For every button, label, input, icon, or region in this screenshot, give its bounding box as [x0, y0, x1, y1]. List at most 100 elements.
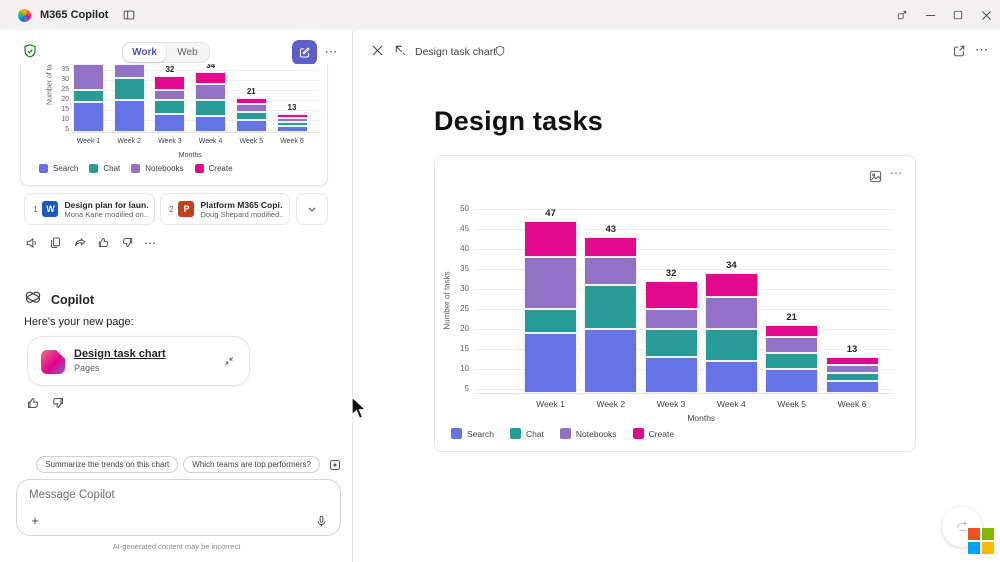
bar-segment — [73, 64, 104, 90]
reference-card-2[interactable]: 2 P Platform M365 Copi… Doug Shepard mod… — [160, 193, 290, 225]
tab-work[interactable]: Work — [123, 43, 166, 62]
prompt-guide-icon[interactable] — [328, 458, 342, 472]
ms-logo-square-yellow — [982, 542, 994, 554]
copy-icon[interactable] — [48, 235, 63, 250]
page-link[interactable]: Design task chart — [74, 348, 166, 360]
bar-segment — [584, 285, 638, 329]
legend-label: Notebooks — [145, 164, 184, 173]
bar-total-label: 34 — [206, 64, 216, 70]
grid-line — [475, 229, 893, 230]
bar-segment — [113, 64, 145, 78]
reference-number: 2 — [169, 204, 174, 214]
page-more-icon[interactable]: ⋯ — [975, 42, 988, 57]
bar-segment — [765, 325, 819, 337]
y-tick-label: 40 — [460, 244, 469, 253]
collapse-icon[interactable] — [223, 354, 235, 372]
bar-segment — [584, 257, 638, 285]
bar-segment — [154, 76, 186, 90]
thumbs-up-icon[interactable] — [96, 235, 111, 250]
bar-segment — [195, 84, 227, 100]
bar-segment — [825, 357, 879, 365]
thumbs-down-icon[interactable] — [51, 396, 65, 415]
read-aloud-icon[interactable] — [24, 235, 39, 250]
ai-disclaimer: AI-generated content may be incorrect — [112, 542, 241, 551]
bar-segment — [765, 369, 819, 393]
response-more-icon[interactable]: ⋯ — [144, 235, 156, 250]
main-chart: 5 10 15 20 25 30 35 40 45 50 47 Week 1 43 Week 2 32 Wee… — [435, 156, 917, 453]
image-icon[interactable] — [868, 169, 883, 184]
y-axis-title: Number of tasks — [46, 64, 54, 105]
bar-segment — [276, 126, 308, 132]
minimize-button[interactable] — [916, 0, 944, 30]
references-expand-button[interactable] — [296, 193, 328, 225]
share-page-icon[interactable] — [952, 44, 966, 58]
bar-segment — [154, 90, 186, 100]
legend-swatch-icon — [559, 428, 571, 439]
word-file-icon: W — [42, 201, 59, 217]
tab-web[interactable]: Web — [177, 47, 198, 58]
legend-swatch-icon — [39, 164, 48, 173]
bar-total-label: 13 — [846, 344, 858, 355]
pages-icon — [41, 350, 65, 374]
close-page-icon[interactable] — [371, 44, 384, 57]
app-title: M365 Copilot — [40, 9, 109, 21]
grid-line — [73, 70, 319, 71]
microphone-icon[interactable] — [315, 515, 328, 528]
window-titlebar: M365 Copilot — [0, 0, 1000, 30]
reference-card-1[interactable]: 1 W Design plan for laun… Mona Kane modi… — [24, 193, 155, 225]
bar-segment — [644, 281, 698, 309]
legend-label: Search — [53, 164, 79, 173]
bar-segment — [73, 90, 104, 102]
x-axis-line — [73, 132, 319, 133]
expand-page-icon[interactable] — [394, 44, 407, 57]
bar-segment — [235, 120, 267, 132]
ms-logo-square-red — [968, 528, 980, 540]
bar-segment — [765, 353, 819, 369]
suggestion-chips: Summarize the trends on this chart Which… — [16, 456, 342, 473]
bar-segment — [524, 221, 577, 257]
legend-swatch-icon — [131, 164, 141, 173]
y-tick-label: 5 — [464, 384, 469, 393]
bar-segment — [235, 104, 267, 112]
chat-more-icon[interactable]: ⋯ — [324, 44, 338, 59]
y-tick-label: 50 — [460, 204, 469, 213]
close-button[interactable] — [972, 0, 1000, 30]
bar-segment — [644, 357, 698, 393]
bar-segment — [73, 102, 104, 132]
page-result-card[interactable]: Design task chart Pages — [27, 336, 250, 386]
message-composer: + — [16, 479, 341, 536]
main-chart-legend: Search Chat Notebooks Create — [451, 428, 674, 439]
bar-segment — [704, 297, 758, 329]
y-tick-label: 35 — [61, 65, 69, 73]
thumbs-up-icon[interactable] — [26, 396, 40, 415]
floating-feedback-button[interactable] — [942, 507, 982, 547]
legend-swatch-icon — [89, 164, 99, 173]
bar-segment — [825, 365, 879, 373]
suggestion-chip[interactable]: Summarize the trends on this chart — [36, 456, 179, 473]
y-tick-label: 35 — [460, 264, 469, 273]
page-card-subtitle: Pages — [74, 363, 100, 373]
legend-item: Create — [194, 164, 233, 173]
suggestion-chip[interactable]: Which teams are top performers? — [183, 456, 320, 473]
sidebar-toggle-icon[interactable] — [122, 8, 136, 22]
bar-segment — [276, 118, 308, 122]
bar-segment — [825, 381, 879, 393]
copilot-app-logo-icon — [18, 8, 31, 22]
message-input[interactable] — [29, 489, 309, 501]
x-axis-line — [475, 393, 893, 394]
bar-total-label: 32 — [165, 65, 175, 74]
maximize-button[interactable] — [944, 0, 972, 30]
chart-more-icon[interactable]: ⋯ — [890, 166, 902, 180]
share-response-icon[interactable] — [72, 235, 87, 250]
add-attachment-button[interactable]: + — [31, 512, 39, 528]
new-chat-button[interactable] — [292, 40, 317, 65]
y-tick-label: 25 — [460, 304, 469, 313]
work-web-switcher: Work Web — [122, 42, 210, 63]
thumbs-down-icon[interactable] — [120, 235, 135, 250]
pop-out-icon[interactable] — [888, 0, 916, 30]
bar-segment — [154, 100, 186, 114]
bar-segment — [195, 100, 227, 116]
